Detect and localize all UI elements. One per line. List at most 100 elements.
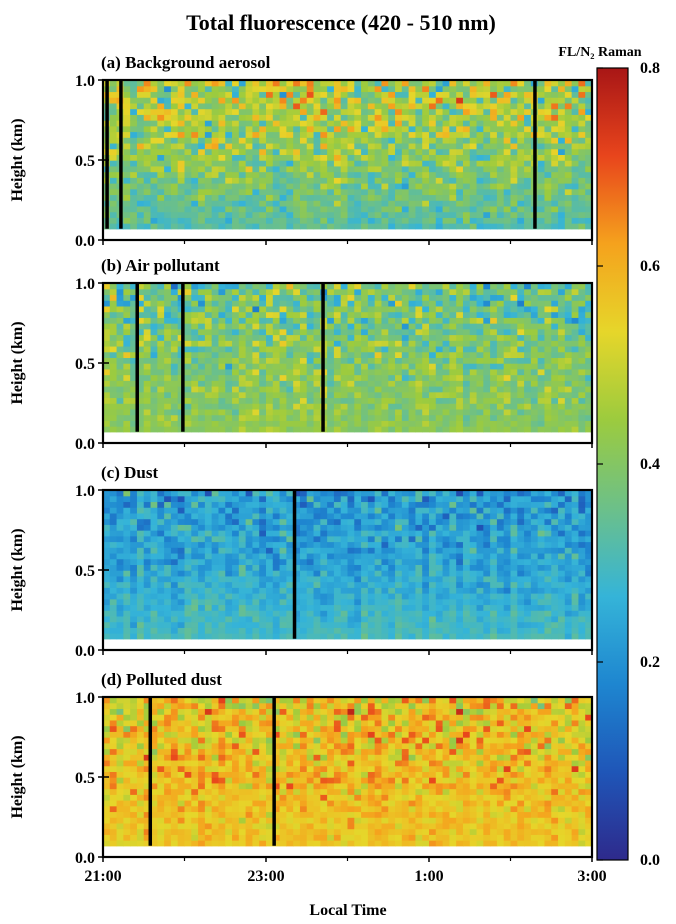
heatmap-cell — [170, 108, 179, 115]
heatmap-cell — [266, 97, 274, 104]
heatmap-cell — [503, 288, 512, 296]
heatmap-cell — [517, 188, 525, 196]
heatmap-cell — [286, 200, 294, 207]
heatmap-cell — [143, 223, 152, 230]
heatmap-cell — [191, 211, 199, 218]
heatmap-cell — [252, 177, 260, 184]
heatmap-cell — [245, 575, 254, 583]
heatmap-cell — [177, 507, 186, 514]
heatmap-cell — [293, 368, 301, 376]
heatmap-cell — [252, 102, 260, 110]
heatmap-cell — [198, 283, 206, 290]
heatmap-cell — [164, 345, 172, 353]
heatmap-cell — [367, 114, 376, 121]
heatmap-cell — [252, 518, 260, 525]
heatmap-cell — [558, 317, 566, 324]
heatmap-cell — [544, 120, 552, 127]
heatmap-cell — [116, 380, 124, 387]
heatmap-cell — [170, 524, 179, 531]
heatmap-cell — [109, 142, 118, 150]
heatmap-cell — [259, 627, 267, 634]
heatmap-cell — [320, 621, 328, 628]
heatmap-cell — [374, 615, 383, 623]
heatmap-cell — [367, 386, 376, 393]
heatmap-cell — [395, 615, 403, 623]
heatmap-cell — [558, 165, 566, 173]
heatmap-cell — [136, 552, 145, 560]
heatmap-cell — [462, 408, 471, 416]
heatmap-cell — [551, 91, 559, 98]
heatmap-cell — [184, 311, 192, 318]
heatmap-cell — [367, 137, 376, 144]
heatmap-cell — [245, 386, 254, 393]
heatmap-cell — [381, 598, 389, 606]
heatmap-cell — [238, 615, 247, 623]
heatmap-cell — [456, 397, 464, 404]
heatmap-cell — [130, 91, 138, 98]
heatmap-cell — [299, 160, 308, 167]
heatmap-cell — [483, 85, 491, 93]
heatmap-cell — [564, 211, 573, 218]
heatmap-cell — [279, 380, 287, 387]
heatmap-cell — [585, 80, 593, 87]
heatmap-cell — [558, 91, 566, 98]
heatmap-cell — [395, 621, 403, 628]
heatmap-cell — [266, 223, 274, 230]
heatmap-cell — [442, 165, 450, 173]
heatmap-cell — [469, 194, 478, 201]
heatmap-cell — [381, 581, 389, 588]
heatmap-cell — [225, 148, 233, 155]
heatmap-cell — [259, 380, 267, 387]
heatmap-cell — [218, 131, 226, 138]
heatmap-cell — [517, 334, 525, 341]
heatmap-cell — [462, 300, 471, 307]
heatmap-cell — [408, 183, 417, 190]
heatmap-cell — [272, 507, 281, 514]
heatmap-cell — [211, 97, 220, 104]
heatmap-cell — [320, 633, 328, 640]
heatmap-cell — [136, 223, 145, 230]
heatmap-cell — [259, 108, 267, 115]
heatmap-cell — [524, 391, 532, 399]
heatmap-cell — [266, 357, 274, 364]
chart-title: Total fluorescence (420 - 510 nm) — [186, 10, 496, 35]
heatmap-cell — [225, 283, 233, 290]
heatmap-cell — [286, 294, 294, 301]
heatmap-cell — [558, 183, 566, 190]
heatmap-cell — [130, 581, 138, 588]
heatmap-cell — [388, 80, 396, 87]
heatmap-cell — [204, 108, 213, 115]
heatmap-cell — [374, 351, 383, 358]
heatmap-cell — [551, 357, 559, 364]
heatmap-cell — [293, 102, 301, 110]
heatmap-cell — [354, 205, 362, 213]
heatmap-cell — [123, 570, 131, 577]
heatmap-cell — [354, 160, 362, 167]
heatmap-cell — [374, 374, 383, 381]
heatmap-cell — [435, 148, 444, 155]
heatmap-cell — [238, 85, 247, 93]
heatmap-cell — [530, 351, 539, 358]
heatmap-cell — [347, 615, 355, 623]
heatmap-cell — [564, 200, 573, 207]
heatmap-cell — [272, 530, 281, 537]
heatmap-cell — [191, 91, 199, 98]
heatmap-cell — [388, 507, 396, 514]
heatmap-cell — [408, 524, 417, 531]
heatmap-cell — [333, 120, 342, 127]
heatmap-cell — [483, 217, 491, 224]
heatmap-cell — [198, 183, 206, 190]
heatmap-cell — [130, 558, 138, 565]
heatmap-cell — [259, 165, 267, 173]
heatmap-cell — [490, 125, 498, 133]
heatmap-cell — [286, 177, 294, 184]
heatmap-cell — [361, 97, 369, 104]
heatmap-cell — [503, 160, 512, 167]
heatmap-cell — [109, 165, 118, 173]
heatmap-cell — [116, 627, 124, 634]
heatmap-cell — [218, 593, 226, 600]
heatmap-cell — [510, 328, 518, 336]
heatmap-cell — [347, 490, 355, 497]
heatmap-cell — [116, 374, 124, 381]
heatmap-cell — [204, 294, 213, 301]
